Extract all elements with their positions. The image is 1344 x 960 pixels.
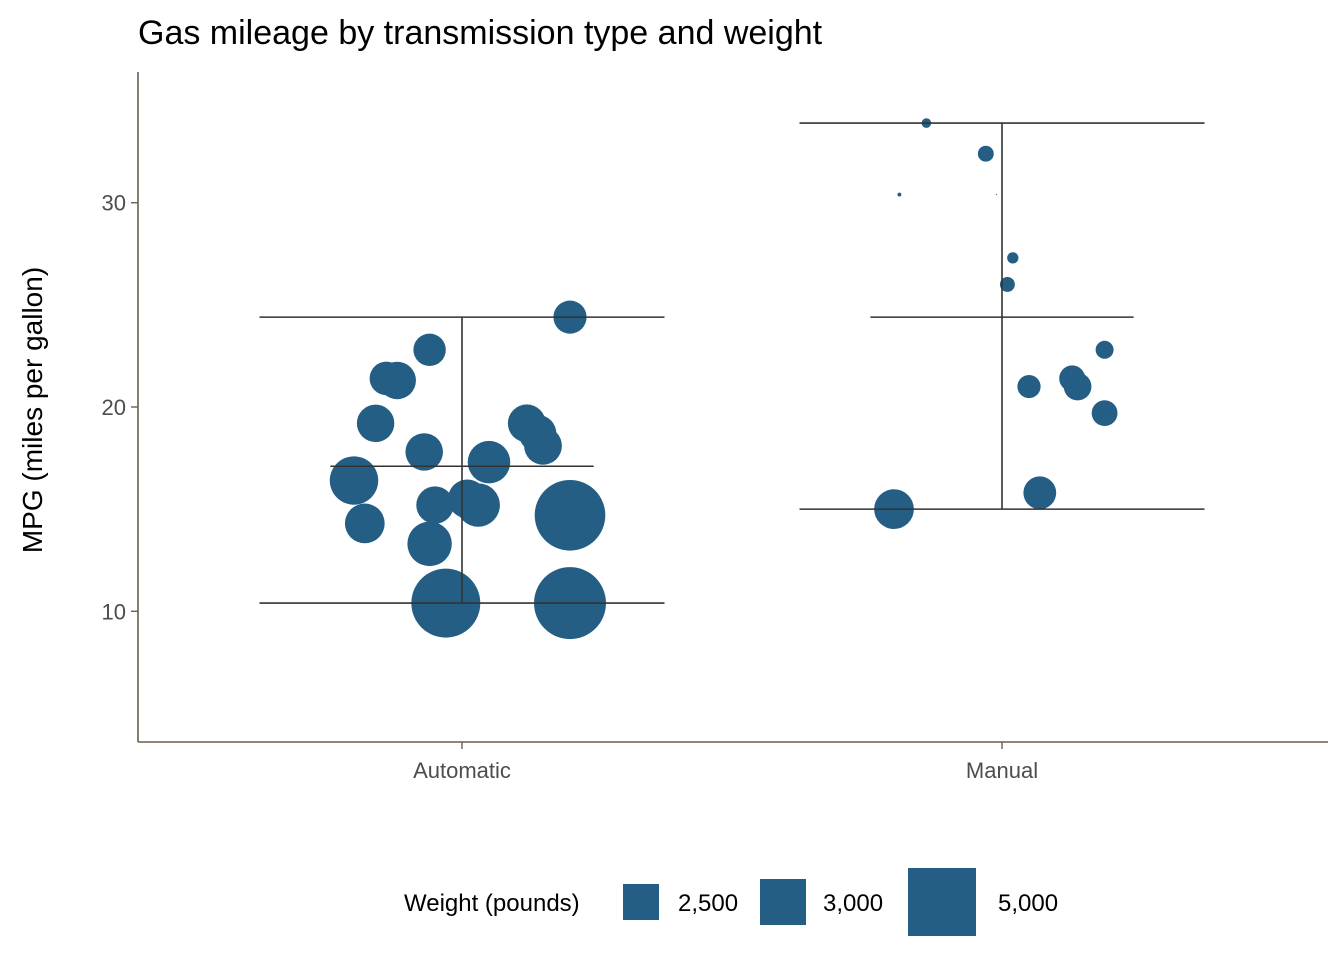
- y-tick-label: 20: [102, 395, 126, 420]
- data-point: [378, 361, 416, 400]
- data-point: [1007, 252, 1019, 264]
- legend-key: [908, 868, 976, 936]
- legend-key: [760, 879, 806, 925]
- data-point: [356, 404, 395, 443]
- data-point: [1017, 374, 1041, 399]
- data-point: [977, 145, 994, 162]
- x-tick-label-automatic: Automatic: [413, 758, 511, 783]
- data-point: [999, 277, 1015, 292]
- plot-area: [259, 118, 1205, 640]
- data-point: [996, 193, 998, 196]
- legend-label: 2,500: [678, 890, 738, 917]
- x-axis-ticks: Automatic Manual: [413, 742, 1038, 783]
- y-axis-label: MPG (miles per gallon): [17, 267, 48, 553]
- points-layer: [329, 118, 1118, 640]
- legend-label: 3,000: [823, 890, 883, 917]
- data-point: [456, 483, 500, 527]
- data-point: [1023, 476, 1057, 510]
- data-point: [405, 433, 443, 471]
- legend-label: 5,000: [998, 890, 1058, 917]
- y-axis-ticks: 10 20 30: [102, 191, 138, 624]
- legend-title: Weight (pounds): [404, 890, 580, 917]
- y-tick-label: 10: [102, 599, 126, 624]
- data-point: [413, 333, 446, 367]
- data-point: [1063, 372, 1092, 401]
- chart-title: Gas mileage by transmission type and wei…: [138, 14, 823, 52]
- data-point: [329, 456, 379, 505]
- data-point: [524, 426, 562, 465]
- data-point: [467, 440, 511, 484]
- x-tick-label-manual: Manual: [966, 758, 1038, 783]
- error-bars: [259, 122, 1205, 604]
- size-legend: Weight (pounds) 2,500 3,000 5,000: [404, 868, 1058, 936]
- data-point: [407, 521, 452, 567]
- data-point: [1095, 340, 1114, 359]
- y-tick-label: 30: [102, 191, 126, 216]
- data-point: [344, 503, 385, 544]
- data-point: [416, 486, 454, 524]
- legend-key: [623, 884, 659, 920]
- data-point: [897, 192, 902, 197]
- data-point: [1091, 400, 1118, 427]
- legend-entries: 2,500 3,000 5,000: [623, 868, 1058, 936]
- data-point: [534, 479, 606, 551]
